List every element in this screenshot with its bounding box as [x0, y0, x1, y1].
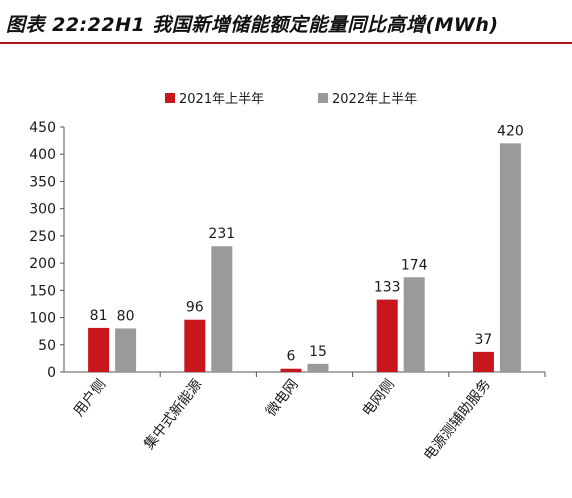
y-tick-label: 300 — [29, 202, 56, 218]
data-label: 420 — [497, 123, 524, 139]
figure-header: 图表 22:22H1 我国新增储能额定能量同比高增(MWh) — [0, 0, 572, 44]
figure-title: 图表 22:22H1 我国新增储能额定能量同比高增(MWh) — [6, 14, 499, 36]
data-label: 174 — [401, 257, 428, 273]
bar-2-2 — [211, 246, 233, 372]
bar-1-4 — [376, 299, 398, 372]
bar-1-5 — [472, 351, 494, 372]
legend-swatch-1 — [165, 93, 175, 103]
bar-2-1 — [115, 328, 137, 372]
bar-2-3 — [307, 363, 329, 372]
y-tick-label: 100 — [29, 311, 56, 327]
data-label: 231 — [208, 226, 235, 242]
title-underline — [0, 42, 572, 44]
y-tick-label: 250 — [29, 229, 56, 245]
legend-label-1: 2021年上半年 — [179, 92, 264, 107]
y-tick-label: 0 — [47, 365, 56, 381]
bar-2-5 — [499, 143, 521, 372]
x-category-label: 集中式新能源 — [140, 376, 205, 453]
data-label: 15 — [309, 344, 327, 360]
data-label: 80 — [117, 308, 135, 324]
data-label: 133 — [374, 280, 401, 296]
y-tick-label: 50 — [38, 338, 56, 354]
x-category-label: 电源测辅助服务 — [421, 377, 494, 464]
data-label: 81 — [90, 308, 108, 324]
data-label: 6 — [287, 349, 296, 365]
y-tick-label: 200 — [29, 256, 56, 272]
legend-swatch-2 — [318, 93, 328, 103]
x-category-label: 微电网 — [263, 377, 301, 420]
y-tick-label: 400 — [29, 147, 56, 163]
bar-1-3 — [280, 368, 302, 372]
bar-2-4 — [403, 277, 425, 372]
legend-label-2: 2022年上半年 — [332, 92, 417, 107]
y-tick-label: 450 — [29, 120, 56, 136]
bar-1-1 — [88, 327, 110, 372]
bar-1-2 — [184, 319, 206, 372]
x-category-label: 用户侧 — [70, 376, 109, 420]
y-tick-label: 350 — [29, 174, 56, 190]
x-category-label: 电网侧 — [359, 377, 397, 420]
y-tick-label: 150 — [29, 283, 56, 299]
data-label: 37 — [474, 332, 492, 348]
data-label: 96 — [186, 300, 204, 316]
